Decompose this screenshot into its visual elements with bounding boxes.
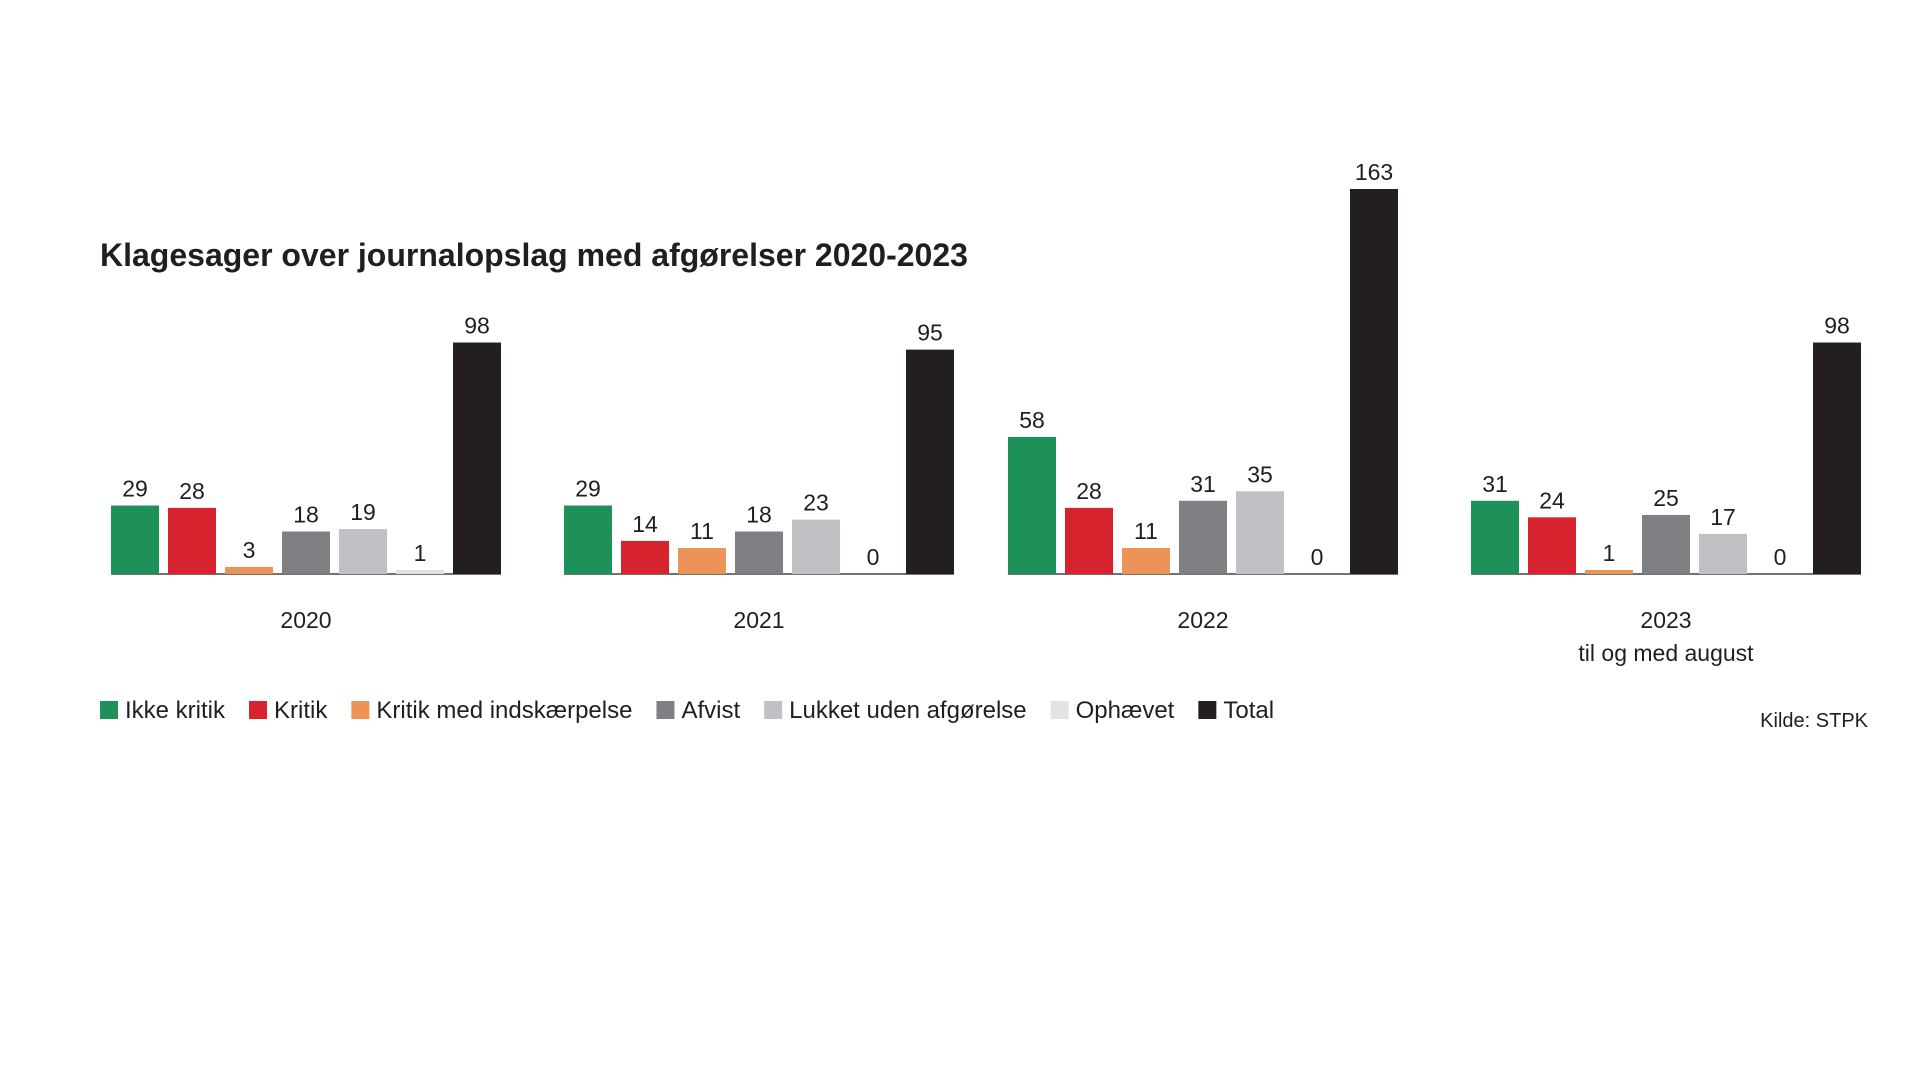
category-label: 2023 — [1640, 607, 1691, 633]
bar — [453, 342, 501, 574]
legend-item: Ophævet — [1050, 697, 1175, 724]
bar — [792, 519, 840, 574]
bar — [621, 540, 669, 574]
legend-swatch — [249, 701, 268, 719]
data-label: 31 — [1190, 471, 1216, 497]
data-label: 0 — [1774, 544, 1787, 570]
legend-item: Afvist — [656, 697, 740, 724]
data-label: 29 — [575, 476, 601, 502]
data-label: 19 — [350, 499, 376, 525]
data-label: 0 — [1311, 544, 1324, 570]
data-label: 17 — [1710, 504, 1736, 530]
bar-group-2021: 29 14 11 18 23 0 95 2021 — [564, 320, 954, 633]
legend-swatch — [1050, 701, 1069, 719]
bar — [1813, 342, 1861, 574]
legend-swatch — [100, 701, 118, 719]
bar — [1065, 507, 1113, 574]
legend-label: Kritik — [274, 697, 328, 724]
bar-groups: 29 28 3 18 19 1 98 2020 29 14 11 18 23 0 95 2021 58 28 11 3… — [111, 159, 1861, 666]
data-label: 0 — [867, 544, 880, 570]
data-label: 18 — [746, 501, 772, 527]
data-label: 3 — [243, 537, 256, 563]
bar — [1236, 491, 1284, 574]
source-label: Kilde: STPK — [1760, 710, 1868, 732]
data-label: 11 — [690, 518, 714, 544]
bar — [1008, 437, 1056, 574]
chart-title: Klagesager over journalopslag med afgøre… — [100, 237, 968, 273]
legend-swatch — [1198, 701, 1217, 719]
data-label: 1 — [1603, 540, 1616, 566]
bar — [282, 531, 330, 574]
legend-label: Ikke kritik — [125, 697, 226, 724]
bar — [1179, 500, 1227, 574]
legend-item: Ikke kritik — [100, 697, 226, 724]
legend-item: Kritik — [249, 697, 328, 724]
data-label: 14 — [632, 511, 658, 537]
data-label: 18 — [293, 501, 319, 527]
legend-label: Ophævet — [1076, 697, 1175, 724]
bar — [1528, 517, 1576, 574]
legend-item: Total — [1198, 697, 1274, 724]
bar-group-2022: 58 28 11 31 35 0 163 2022 — [1008, 159, 1398, 633]
legend-swatch — [656, 701, 675, 719]
legend-item: Lukket uden afgørelse — [764, 697, 1027, 724]
legend-label: Kritik med indskærpelse — [376, 697, 632, 724]
bar — [396, 570, 444, 574]
legend-item: Kritik med indskærpelse — [351, 697, 632, 724]
data-label: 28 — [179, 478, 205, 504]
legend: Ikke kritik Kritik Kritik med indskærpelse… — [100, 697, 1274, 724]
bar — [906, 349, 954, 574]
category-label: 2020 — [280, 607, 331, 633]
bar — [1471, 500, 1519, 574]
bar — [1699, 533, 1747, 574]
bar — [168, 507, 216, 574]
category-label: 2022 — [1177, 607, 1228, 633]
data-label: 23 — [803, 490, 829, 516]
data-label: 25 — [1653, 485, 1679, 511]
data-label: 31 — [1482, 471, 1508, 497]
data-label: 163 — [1355, 159, 1393, 185]
data-label: 35 — [1247, 461, 1273, 487]
data-label: 98 — [1824, 313, 1850, 339]
data-label: 11 — [1134, 518, 1158, 544]
data-label: 28 — [1076, 478, 1102, 504]
bar — [735, 531, 783, 574]
bar — [339, 529, 387, 574]
bar — [1122, 548, 1170, 574]
category-label: 2021 — [733, 607, 784, 633]
data-label: 1 — [414, 540, 427, 566]
bar — [111, 505, 159, 574]
bar-group-2020: 29 28 3 18 19 1 98 2020 — [111, 313, 501, 633]
bar — [225, 566, 273, 574]
legend-label: Total — [1223, 697, 1274, 724]
data-label: 24 — [1539, 487, 1565, 513]
legend-swatch — [764, 701, 783, 719]
bar — [678, 548, 726, 574]
data-label: 98 — [464, 313, 490, 339]
bar — [1350, 189, 1398, 574]
legend-label: Lukket uden afgørelse — [789, 697, 1026, 724]
bar — [1585, 570, 1633, 574]
category-sublabel: til og med august — [1578, 640, 1754, 666]
legend-swatch — [351, 701, 370, 719]
data-label: 58 — [1019, 407, 1045, 433]
bar-group-2023: 31 24 1 25 17 0 98 2023 til og med august — [1471, 313, 1861, 666]
data-label: 95 — [917, 320, 943, 346]
legend-label: Afvist — [681, 697, 740, 724]
data-label: 29 — [122, 476, 148, 502]
bar — [564, 505, 612, 574]
bar — [1642, 514, 1690, 574]
